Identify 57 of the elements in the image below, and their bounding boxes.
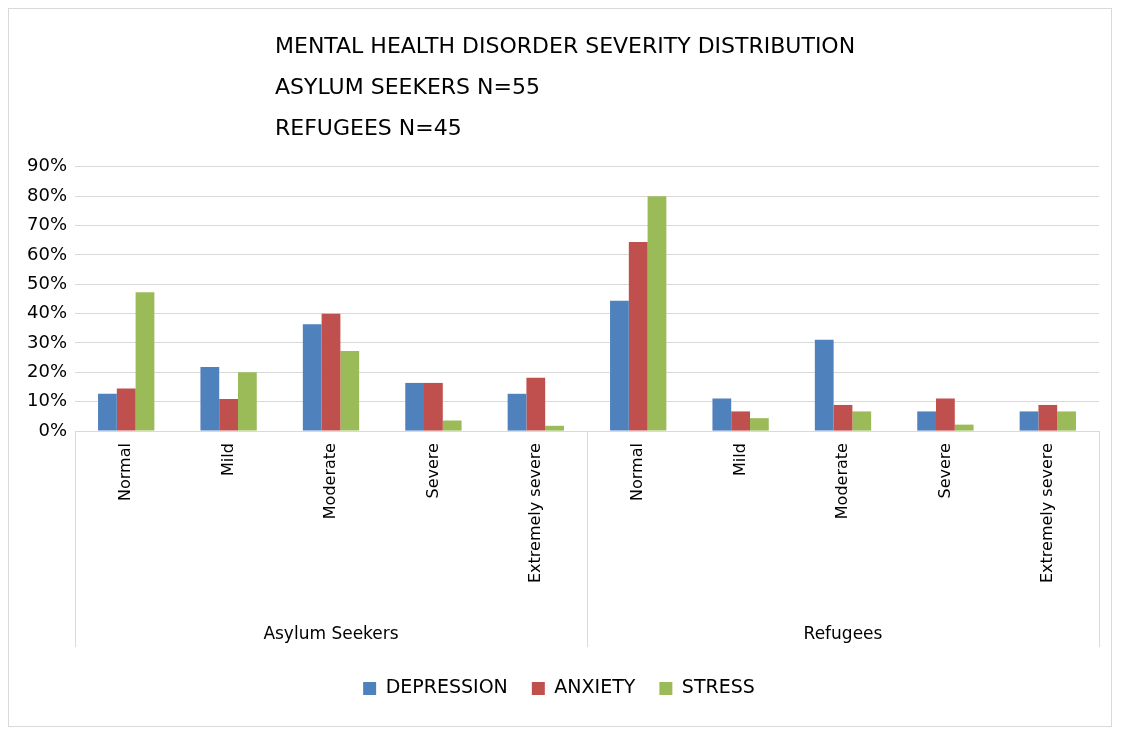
y-tick-label: 40%: [26, 301, 68, 323]
bar: [852, 411, 872, 431]
bar: [507, 393, 527, 431]
y-tick-label: 90%: [26, 154, 68, 176]
x-tick-label: Normal: [115, 443, 135, 501]
legend-label: DEPRESSION: [385, 675, 508, 698]
x-tick-label: Mild: [217, 443, 237, 476]
bar: [731, 411, 750, 431]
x-tick-label: Mild: [729, 443, 749, 476]
y-tick-label: 0%: [38, 418, 68, 440]
y-tick-label: 70%: [26, 213, 68, 235]
bar: [1038, 404, 1058, 431]
y-tick-label: 20%: [26, 360, 68, 382]
x-tick-label: Moderate: [832, 443, 852, 520]
bar: [302, 324, 322, 431]
bar: [610, 300, 629, 431]
bar: [954, 424, 974, 431]
bar: [98, 393, 117, 431]
bar: [116, 388, 136, 431]
bar: [219, 399, 238, 431]
bar: [647, 196, 667, 431]
bar: [749, 418, 769, 431]
x-tick-label: Moderate: [320, 443, 340, 520]
legend-label: STRESS: [681, 675, 755, 698]
bar: [442, 420, 462, 431]
bar: [405, 382, 425, 431]
x-tick-label: Severe: [422, 443, 442, 499]
y-tick-label: 10%: [26, 389, 68, 411]
x-tick-label: Extremely severe: [1036, 443, 1056, 584]
bar: [936, 398, 955, 431]
legend-label: ANXIETY: [554, 675, 636, 698]
x-tick-label: Severe: [934, 443, 954, 499]
text: Asylum Seekers: [263, 623, 399, 644]
bar: [545, 425, 564, 431]
x-tick-label: Normal: [627, 443, 647, 501]
bar: [712, 398, 732, 431]
bar: [200, 367, 220, 431]
bar: [833, 404, 853, 431]
y-tick-label: 80%: [26, 183, 68, 205]
bar: [917, 411, 937, 431]
bar: [424, 382, 443, 431]
x-tick-label: Extremely severe: [524, 443, 544, 584]
bar: [237, 372, 257, 431]
chart-title: MENTAL HEALTH DISORDER SEVERITY DISTRIBUTION: [275, 32, 857, 60]
y-tick-label: 50%: [26, 271, 68, 293]
bar: [321, 313, 341, 431]
bar: [135, 292, 155, 431]
chart-subtitle: ASYLUM SEEKERS N=55 REFUGEES N=45: [275, 73, 541, 142]
bar: [1019, 411, 1039, 431]
bar: [340, 350, 360, 431]
bar: [526, 377, 546, 431]
y-tick-label: 60%: [26, 242, 68, 264]
bar: [1057, 411, 1076, 431]
bar: [814, 339, 834, 431]
bar: [628, 241, 648, 431]
text: Refugees: [803, 623, 883, 644]
y-tick-label: 30%: [26, 330, 68, 352]
